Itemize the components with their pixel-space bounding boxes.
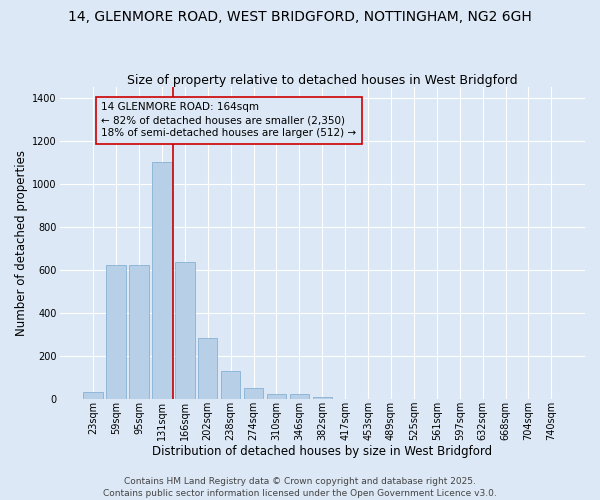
Text: Contains HM Land Registry data © Crown copyright and database right 2025.
Contai: Contains HM Land Registry data © Crown c… xyxy=(103,476,497,498)
Bar xyxy=(221,372,241,400)
Y-axis label: Number of detached properties: Number of detached properties xyxy=(15,150,28,336)
Text: 14 GLENMORE ROAD: 164sqm
← 82% of detached houses are smaller (2,350)
18% of sem: 14 GLENMORE ROAD: 164sqm ← 82% of detach… xyxy=(101,102,356,139)
Bar xyxy=(129,265,149,400)
Bar xyxy=(267,394,286,400)
Text: 14, GLENMORE ROAD, WEST BRIDGFORD, NOTTINGHAM, NG2 6GH: 14, GLENMORE ROAD, WEST BRIDGFORD, NOTTI… xyxy=(68,10,532,24)
Bar xyxy=(290,394,309,400)
Bar xyxy=(175,262,194,400)
Title: Size of property relative to detached houses in West Bridgford: Size of property relative to detached ho… xyxy=(127,74,518,87)
Bar xyxy=(244,388,263,400)
Bar xyxy=(152,162,172,400)
Bar xyxy=(198,338,217,400)
Bar xyxy=(106,265,126,400)
Bar xyxy=(313,398,332,400)
X-axis label: Distribution of detached houses by size in West Bridgford: Distribution of detached houses by size … xyxy=(152,444,493,458)
Bar xyxy=(83,392,103,400)
